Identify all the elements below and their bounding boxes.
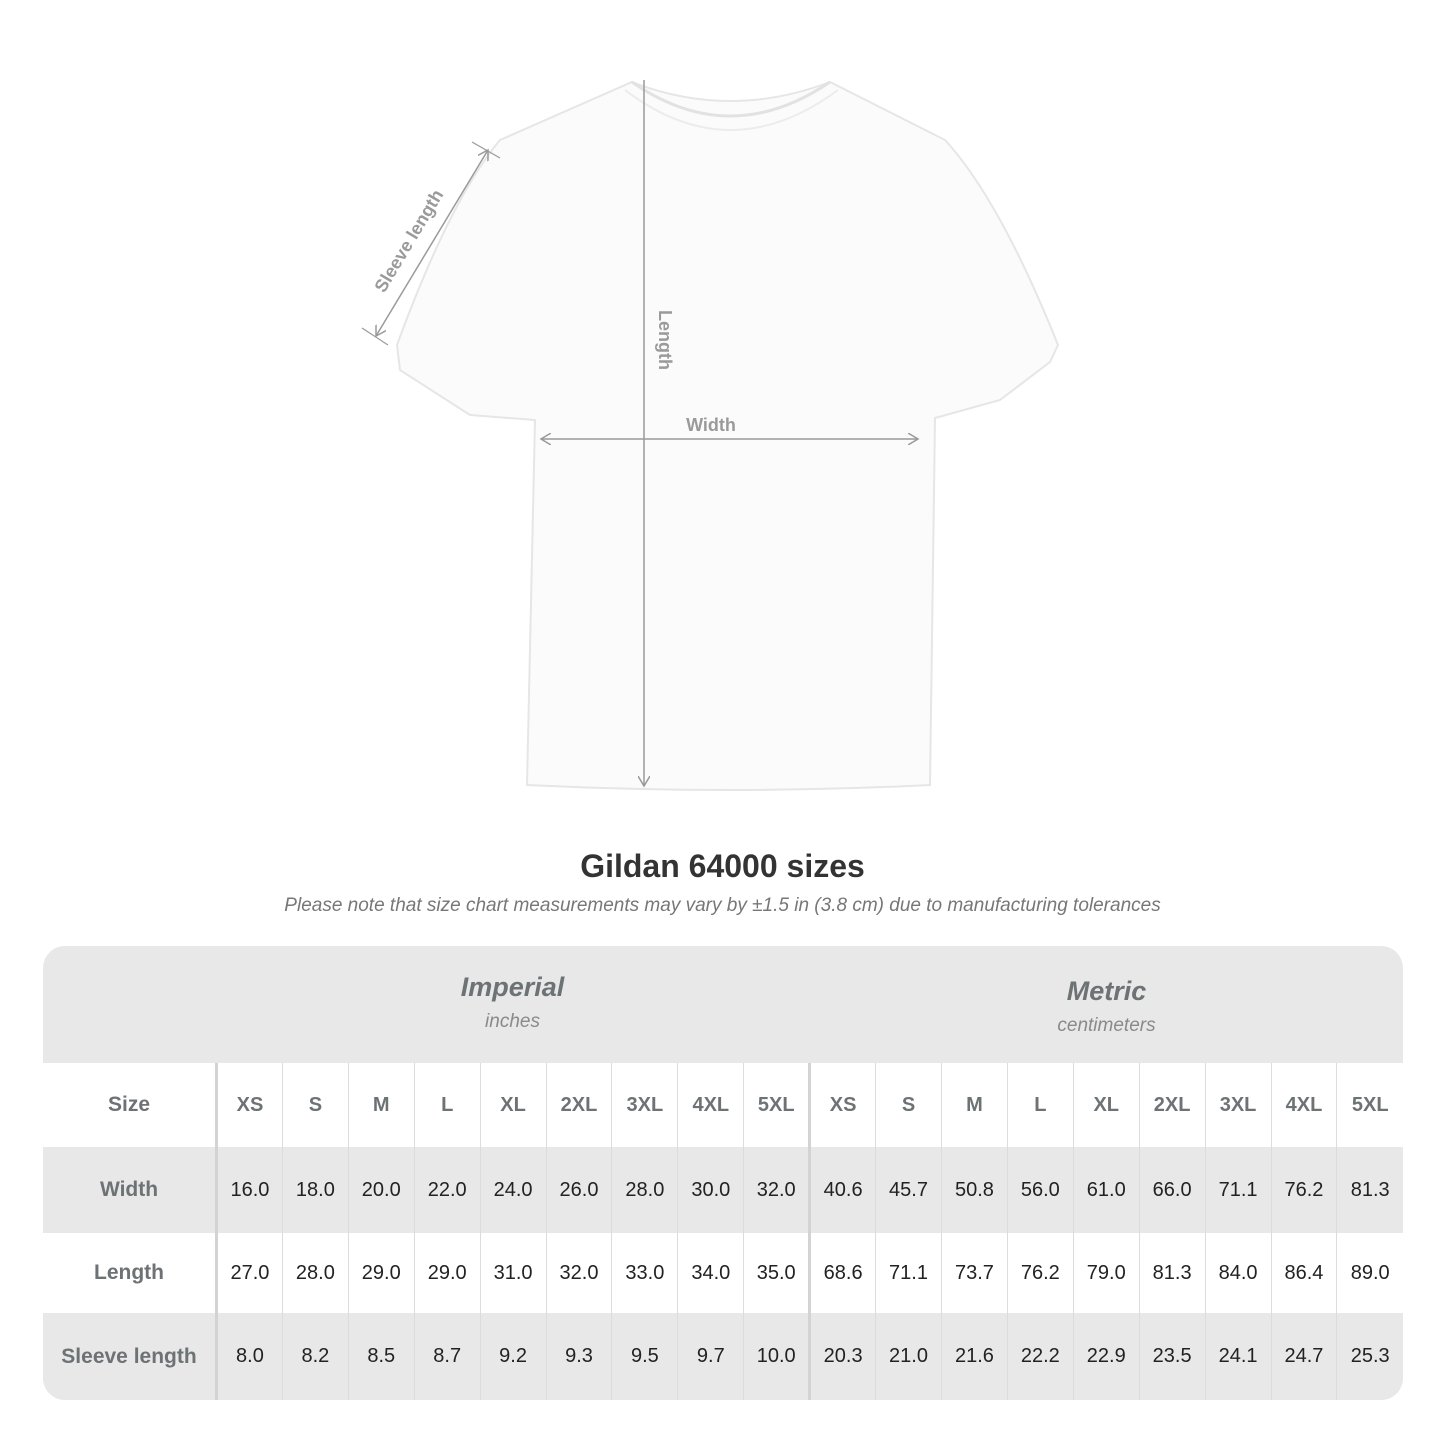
tolerance-note: Please note that size chart measurements…	[284, 895, 1161, 916]
metric-size-4XL: 4XL	[1270, 1063, 1337, 1147]
metric-value: 68.6	[808, 1233, 876, 1313]
page-title: Gildan 64000 sizes	[580, 848, 865, 884]
table-row: Width 16.0 18.0 20.0 22.0 24.0 26.0 28.0 30.0 32.…	[43, 1147, 1403, 1233]
imperial-value: 34.0	[677, 1233, 744, 1313]
size-table: Imperial inches Metric centimeters Size X…	[43, 946, 1403, 1400]
metric-size-XL: XL	[1072, 1063, 1140, 1147]
imperial-value: 8.2	[281, 1313, 349, 1400]
imperial-value: 22.0	[413, 1147, 481, 1233]
metric-header: Metric centimeters	[1057, 976, 1156, 1036]
metric-value: 50.8	[940, 1147, 1008, 1233]
imperial-size-XL: XL	[479, 1063, 547, 1147]
imperial-value: 31.0	[479, 1233, 547, 1313]
sleeve-arrow	[376, 150, 488, 336]
imperial-size-XS: XS	[216, 1063, 283, 1147]
metric-value: 71.1	[1204, 1147, 1271, 1233]
metric-size-XS: XS	[808, 1063, 876, 1147]
imperial-value: 30.0	[677, 1147, 744, 1233]
row-label: Width	[43, 1147, 218, 1233]
width-label: Width	[686, 415, 736, 435]
imperial-header: Imperial inches	[460, 972, 565, 1032]
metric-size-S: S	[875, 1063, 942, 1147]
metric-value: 24.7	[1270, 1313, 1337, 1400]
metric-value: 20.3	[808, 1313, 876, 1400]
metric-value: 25.3	[1336, 1313, 1403, 1400]
row-label: Sleeve length	[43, 1313, 218, 1400]
imperial-value: 9.3	[545, 1313, 612, 1400]
metric-value: 81.3	[1336, 1147, 1403, 1233]
metric-value: 61.0	[1072, 1147, 1140, 1233]
imperial-size-M: M	[347, 1063, 415, 1147]
imperial-value: 28.0	[281, 1233, 349, 1313]
size-header-row: Size XS S M L XL 2XL 3XL 4XL 5XL XS S M L XL 2XL 3XL 4XL 5…	[43, 1063, 1403, 1147]
imperial-value: 16.0	[216, 1147, 283, 1233]
imperial-value: 35.0	[743, 1233, 810, 1313]
imperial-value: 26.0	[545, 1147, 612, 1233]
imperial-value: 33.0	[611, 1233, 678, 1313]
imperial-value: 29.0	[347, 1233, 415, 1313]
metric-size-3XL: 3XL	[1204, 1063, 1271, 1147]
imperial-value: 9.7	[677, 1313, 744, 1400]
imperial-value: 9.2	[479, 1313, 547, 1400]
metric-value: 45.7	[875, 1147, 942, 1233]
imperial-value: 24.0	[479, 1147, 547, 1233]
imperial-value: 32.0	[743, 1147, 810, 1233]
metric-value: 79.0	[1072, 1233, 1140, 1313]
imperial-size-L: L	[413, 1063, 481, 1147]
imperial-value: 28.0	[611, 1147, 678, 1233]
imperial-value: 10.0	[743, 1313, 810, 1400]
row-label: Length	[43, 1233, 218, 1313]
metric-value: 73.7	[940, 1233, 1008, 1313]
metric-size-2XL: 2XL	[1138, 1063, 1206, 1147]
imperial-size-5XL: 5XL	[743, 1063, 810, 1147]
metric-value: 40.6	[808, 1147, 876, 1233]
metric-value: 66.0	[1138, 1147, 1206, 1233]
imperial-value: 29.0	[413, 1233, 481, 1313]
table-row: Sleeve length 8.0 8.2 8.5 8.7 9.2 9.3 9.5 9.7 10.…	[43, 1313, 1403, 1400]
imperial-value: 8.5	[347, 1313, 415, 1400]
metric-value: 22.2	[1006, 1313, 1074, 1400]
metric-value: 81.3	[1138, 1233, 1206, 1313]
imperial-value: 8.7	[413, 1313, 481, 1400]
metric-value: 84.0	[1204, 1233, 1271, 1313]
metric-size-M: M	[940, 1063, 1008, 1147]
length-label: Length	[655, 310, 675, 370]
table-row: Length 27.0 28.0 29.0 29.0 31.0 32.0 33.0 34.0 35…	[43, 1233, 1403, 1313]
metric-value: 86.4	[1270, 1233, 1337, 1313]
metric-size-5XL: 5XL	[1336, 1063, 1403, 1147]
metric-value: 89.0	[1336, 1233, 1403, 1313]
metric-value: 56.0	[1006, 1147, 1074, 1233]
metric-value: 71.1	[875, 1233, 942, 1313]
imperial-value: 9.5	[611, 1313, 678, 1400]
imperial-size-S: S	[281, 1063, 349, 1147]
size-label: Size	[43, 1063, 218, 1147]
tshirt-image	[395, 80, 1060, 791]
metric-value: 23.5	[1138, 1313, 1206, 1400]
imperial-size-3XL: 3XL	[611, 1063, 678, 1147]
imperial-value: 8.0	[216, 1313, 283, 1400]
imperial-value: 32.0	[545, 1233, 612, 1313]
imperial-size-4XL: 4XL	[677, 1063, 744, 1147]
imperial-value: 27.0	[216, 1233, 283, 1313]
metric-value: 22.9	[1072, 1313, 1140, 1400]
metric-value: 76.2	[1006, 1233, 1074, 1313]
imperial-value: 18.0	[281, 1147, 349, 1233]
metric-value: 21.6	[940, 1313, 1008, 1400]
imperial-size-2XL: 2XL	[545, 1063, 612, 1147]
size-grid: Size XS S M L XL 2XL 3XL 4XL 5XL XS S M L XL 2XL 3XL 4XL 5…	[43, 1063, 1403, 1400]
metric-value: 24.1	[1204, 1313, 1271, 1400]
metric-value: 76.2	[1270, 1147, 1337, 1233]
metric-size-L: L	[1006, 1063, 1074, 1147]
metric-value: 21.0	[875, 1313, 942, 1400]
imperial-value: 20.0	[347, 1147, 415, 1233]
tshirt-diagram: Sleeve length Length Width	[361, 80, 1060, 791]
